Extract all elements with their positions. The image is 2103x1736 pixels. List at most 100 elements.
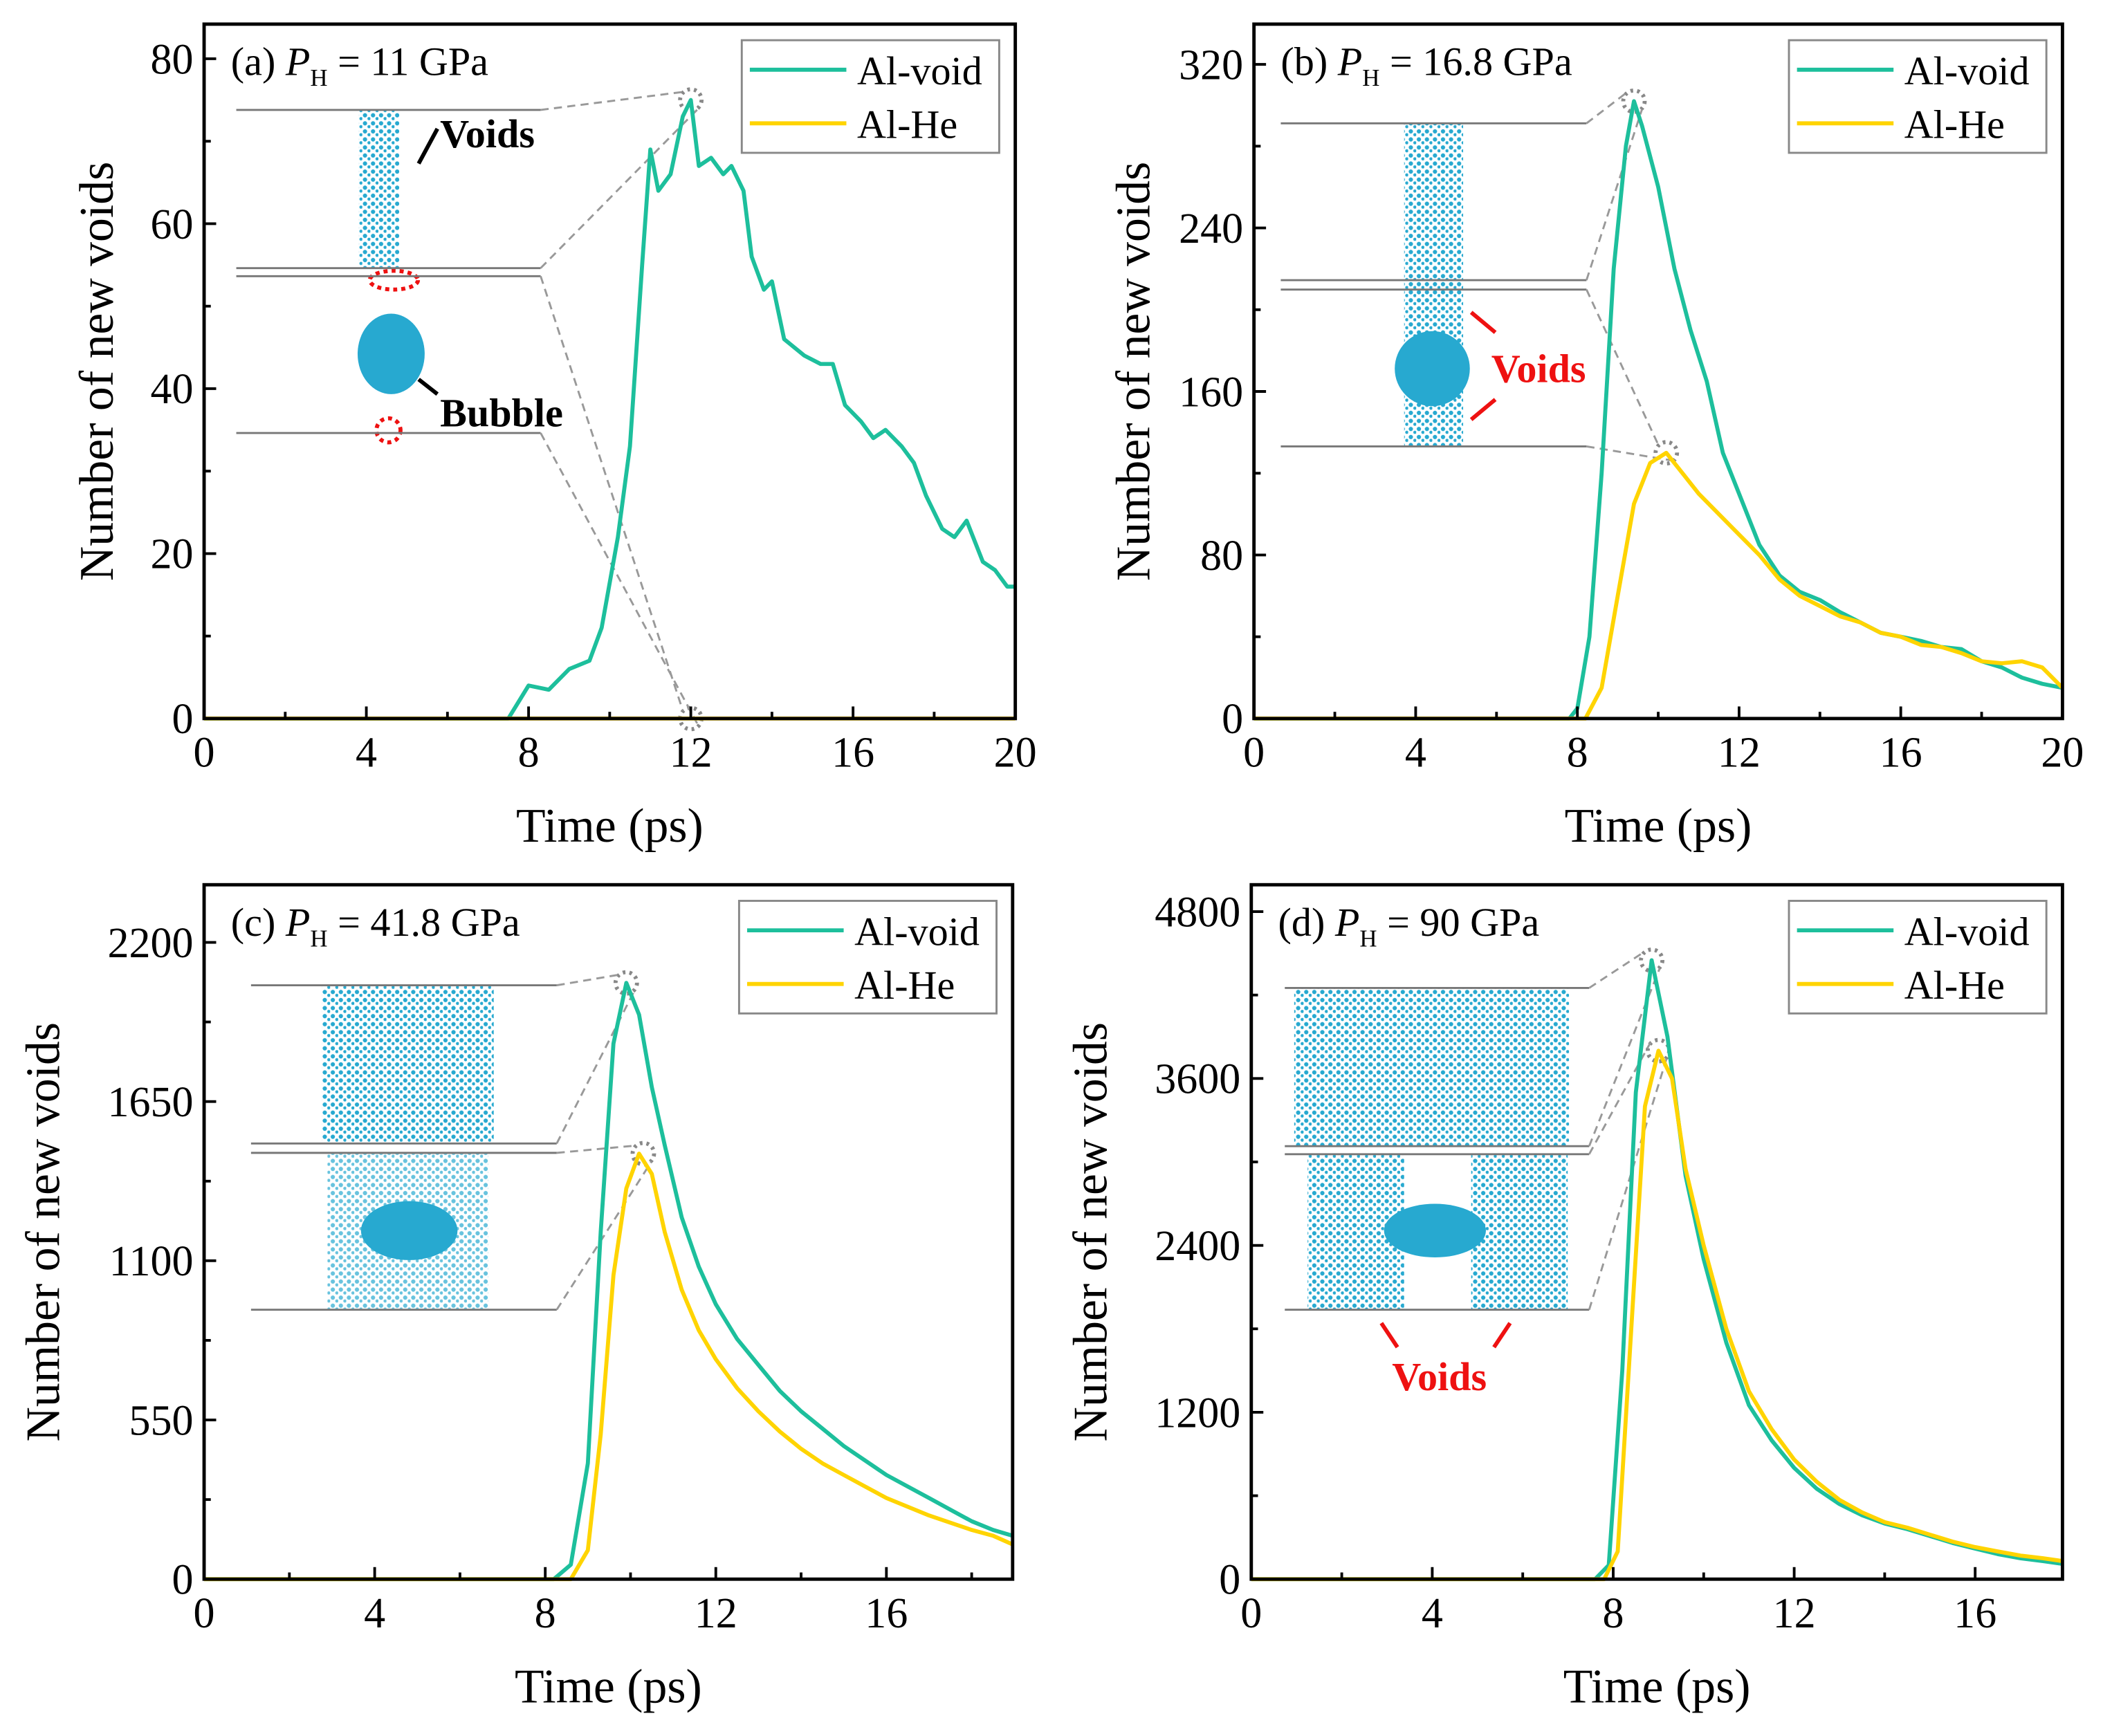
- x-tick-label: 20: [994, 730, 1037, 777]
- y-axis-title: Number of new voids: [17, 1022, 71, 1441]
- series-line-al-void: [204, 981, 1013, 1582]
- peak-marker: [613, 970, 639, 996]
- legend-label: Al-He: [1904, 102, 2005, 147]
- y-tick-label: 4800: [1155, 889, 1240, 936]
- series-line-al-he: [204, 1152, 1013, 1582]
- x-tick-label: 8: [518, 730, 540, 777]
- legend-box: [740, 39, 1000, 154]
- series-line-al-void: [204, 98, 1016, 721]
- pressure-value: = 41.8 GPa: [328, 900, 520, 945]
- peak-marker: [678, 87, 704, 113]
- arrow-icon: [417, 378, 439, 396]
- x-tick-label: 20: [2041, 730, 2084, 777]
- inset-snapshot: Voids: [1285, 948, 1671, 1399]
- panel-title: (d) PH = 90 GPa: [1278, 900, 1540, 952]
- peak-marker: [1621, 88, 1647, 114]
- voids-cloud: [1294, 988, 1570, 1147]
- legend-label: Al-He: [1904, 963, 2005, 1008]
- x-tick-label: 8: [1567, 730, 1588, 777]
- y-tick-label: 40: [151, 366, 194, 413]
- series-line-al-he: [1253, 450, 2064, 721]
- dashed-connector: [556, 1144, 636, 1154]
- x-tick-label: 8: [1602, 1590, 1624, 1637]
- pressure-symbol: P: [1334, 900, 1360, 945]
- pressure-value: = 11 GPa: [328, 39, 488, 84]
- x-tick-label: 4: [356, 730, 377, 777]
- pressure-subscript: H: [1359, 925, 1377, 952]
- y-tick-label: 160: [1179, 369, 1243, 416]
- dashed-connector: [1588, 968, 1661, 1147]
- legend: Al-void Al-He: [1788, 39, 2048, 154]
- y-tick-label: 80: [151, 36, 194, 83]
- dashed-connector: [556, 974, 618, 987]
- peak-marker: [1653, 440, 1680, 466]
- panel-title: (a) PH = 11 GPa: [231, 39, 488, 92]
- x-axis-title: Time (ps): [515, 1661, 702, 1714]
- dashed-connector: [1586, 92, 1627, 124]
- y-tick-label: 1650: [108, 1079, 194, 1126]
- y-tick-label: 320: [1179, 41, 1243, 89]
- pressure-symbol: P: [1337, 39, 1363, 84]
- pressure-subscript: H: [1362, 64, 1379, 91]
- dashed-connector: [540, 275, 684, 711]
- dashed-connector: [555, 1161, 652, 1311]
- y-axis-title: Number of new voids: [1107, 162, 1160, 581]
- pressure-symbol: P: [285, 900, 311, 945]
- legend-label: Al-void: [1904, 48, 2030, 93]
- y-tick-label: 2400: [1155, 1223, 1240, 1270]
- legend-label: Al-He: [857, 102, 957, 147]
- legend-box: [1788, 39, 2048, 154]
- x-tick-label: 12: [695, 1590, 737, 1637]
- series-line-al-he: [1251, 1049, 2063, 1582]
- legend: Al-void Al-He: [740, 39, 1000, 154]
- arrow-icon: [1379, 1322, 1399, 1349]
- pressure-subscript: H: [310, 925, 327, 952]
- pressure-subscript: H: [310, 64, 327, 91]
- legend-label: Al-void: [857, 48, 982, 93]
- y-tick-label: 80: [1200, 533, 1243, 580]
- panel-a: Voids Bubble 0 4 8 12 16 20 0 20 40 60 80 Time (ps) Nu…: [71, 22, 1037, 853]
- y-tick-label: 60: [151, 201, 194, 248]
- legend-label: Al-void: [1904, 909, 2030, 954]
- x-tick-label: 16: [1954, 1590, 1996, 1637]
- dashed-connector: [540, 91, 683, 111]
- dashed-connector: [1588, 951, 1644, 989]
- y-axis-title: Number of new voids: [1064, 1022, 1117, 1441]
- panel-c: 0 4 8 12 16 0 550 1100 1650 2200 Time (ps) Number o…: [17, 883, 1015, 1714]
- x-axis-title: Time (ps): [1565, 800, 1752, 853]
- y-axis-title: Number of new voids: [71, 162, 124, 581]
- y-tick-label: 1100: [109, 1238, 194, 1285]
- arrow-icon: [1492, 1322, 1512, 1349]
- pressure-symbol: P: [285, 39, 311, 84]
- legend-label: Al-He: [854, 963, 955, 1008]
- bubble: [1395, 331, 1470, 407]
- y-tick-label: 0: [1222, 696, 1243, 743]
- legend: Al-void Al-He: [737, 900, 998, 1015]
- x-tick-label: 16: [1880, 730, 1922, 777]
- peak-marker: [1639, 948, 1665, 973]
- annotation-label: Bubble: [440, 390, 563, 435]
- dashed-connector: [540, 107, 700, 269]
- x-tick-label: 4: [364, 1590, 385, 1637]
- arrow-icon: [1469, 398, 1497, 421]
- voids-band: [1471, 1154, 1568, 1310]
- plot-frame: [202, 883, 1015, 1581]
- x-tick-label: 8: [535, 1590, 556, 1637]
- series-line-al-void: [1253, 99, 2063, 721]
- dashed-connector: [555, 990, 636, 1144]
- inset-snapshot: Voids Bubble: [236, 87, 704, 732]
- bubble: [360, 1201, 458, 1260]
- x-tick-label: 12: [670, 730, 713, 777]
- panel-letter: (a): [231, 39, 286, 84]
- red-dotted-circle: [367, 268, 421, 292]
- y-tick-label: 550: [129, 1397, 194, 1444]
- legend: Al-void Al-He: [1788, 900, 2048, 1015]
- y-tick-label: 20: [151, 531, 194, 578]
- plot-frame: [1249, 883, 2064, 1581]
- pressure-value: = 90 GPa: [1377, 900, 1540, 945]
- y-tick-label: 0: [1219, 1557, 1240, 1604]
- dashed-connector: [1585, 109, 1643, 281]
- panel-title: (b) PH = 16.8 GPa: [1280, 39, 1572, 92]
- dashed-connector: [1588, 1042, 1652, 1155]
- x-tick-label: 16: [832, 730, 874, 777]
